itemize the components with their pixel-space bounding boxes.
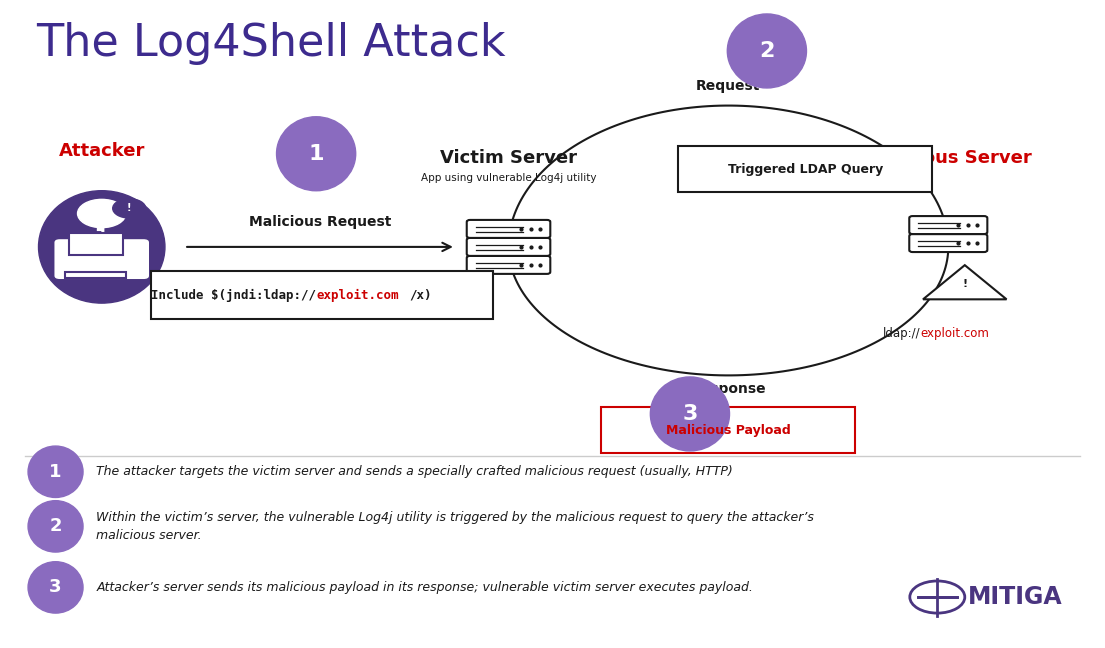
Text: The attacker targets the victim server and sends a specially crafted malicious r: The attacker targets the victim server a… xyxy=(96,465,733,478)
Text: 3: 3 xyxy=(682,404,697,424)
Text: Response: Response xyxy=(691,382,766,396)
FancyBboxPatch shape xyxy=(909,234,988,252)
Text: Attacker’s server sends its malicious payload in its response; vulnerable victim: Attacker’s server sends its malicious pa… xyxy=(96,581,754,594)
Text: 2: 2 xyxy=(759,41,775,61)
FancyBboxPatch shape xyxy=(466,238,550,256)
Text: Malicious Server: Malicious Server xyxy=(864,148,1032,167)
Circle shape xyxy=(909,581,965,613)
Text: App using vulnerable Log4j utility: App using vulnerable Log4j utility xyxy=(421,172,597,183)
Ellipse shape xyxy=(727,14,807,88)
Polygon shape xyxy=(923,265,1007,299)
Text: 3: 3 xyxy=(50,579,62,596)
Text: ldap://: ldap:// xyxy=(883,327,920,340)
FancyBboxPatch shape xyxy=(466,256,550,274)
Text: Include $(jndi:ldap://: Include $(jndi:ldap:// xyxy=(151,288,316,301)
Ellipse shape xyxy=(651,377,729,451)
FancyBboxPatch shape xyxy=(65,272,126,279)
Text: !: ! xyxy=(962,279,967,288)
Text: Malicious Request: Malicious Request xyxy=(249,216,391,229)
FancyBboxPatch shape xyxy=(150,272,493,319)
Text: !: ! xyxy=(127,203,131,213)
Ellipse shape xyxy=(28,501,83,552)
Text: MITIGA: MITIGA xyxy=(968,585,1063,609)
Text: 1: 1 xyxy=(308,144,324,164)
FancyBboxPatch shape xyxy=(54,239,149,279)
FancyBboxPatch shape xyxy=(678,146,933,192)
Text: Malicious Payload: Malicious Payload xyxy=(666,424,791,437)
Circle shape xyxy=(77,200,126,227)
Text: Victim Server: Victim Server xyxy=(440,148,577,167)
FancyBboxPatch shape xyxy=(909,216,988,234)
Text: /x): /x) xyxy=(410,288,432,301)
Ellipse shape xyxy=(39,191,165,303)
Text: 1: 1 xyxy=(50,463,62,481)
Ellipse shape xyxy=(276,117,356,191)
Text: ■: ■ xyxy=(90,241,114,265)
Text: exploit.com: exploit.com xyxy=(316,288,399,301)
Text: ┓: ┓ xyxy=(96,222,107,240)
Text: 2: 2 xyxy=(50,517,62,535)
Text: Triggered LDAP Query: Triggered LDAP Query xyxy=(728,163,883,176)
FancyBboxPatch shape xyxy=(466,220,550,238)
Text: The Log4Shell Attack: The Log4Shell Attack xyxy=(35,22,505,65)
Ellipse shape xyxy=(28,446,83,498)
FancyBboxPatch shape xyxy=(69,233,123,255)
Text: Within the victim’s server, the vulnerable Log4j utility is triggered by the mal: Within the victim’s server, the vulnerab… xyxy=(96,511,814,542)
Text: exploit.com: exploit.com xyxy=(920,327,990,340)
Text: Request: Request xyxy=(696,78,760,93)
Circle shape xyxy=(113,199,146,218)
Text: Attacker: Attacker xyxy=(59,142,145,160)
FancyBboxPatch shape xyxy=(601,407,855,453)
Ellipse shape xyxy=(28,562,83,613)
